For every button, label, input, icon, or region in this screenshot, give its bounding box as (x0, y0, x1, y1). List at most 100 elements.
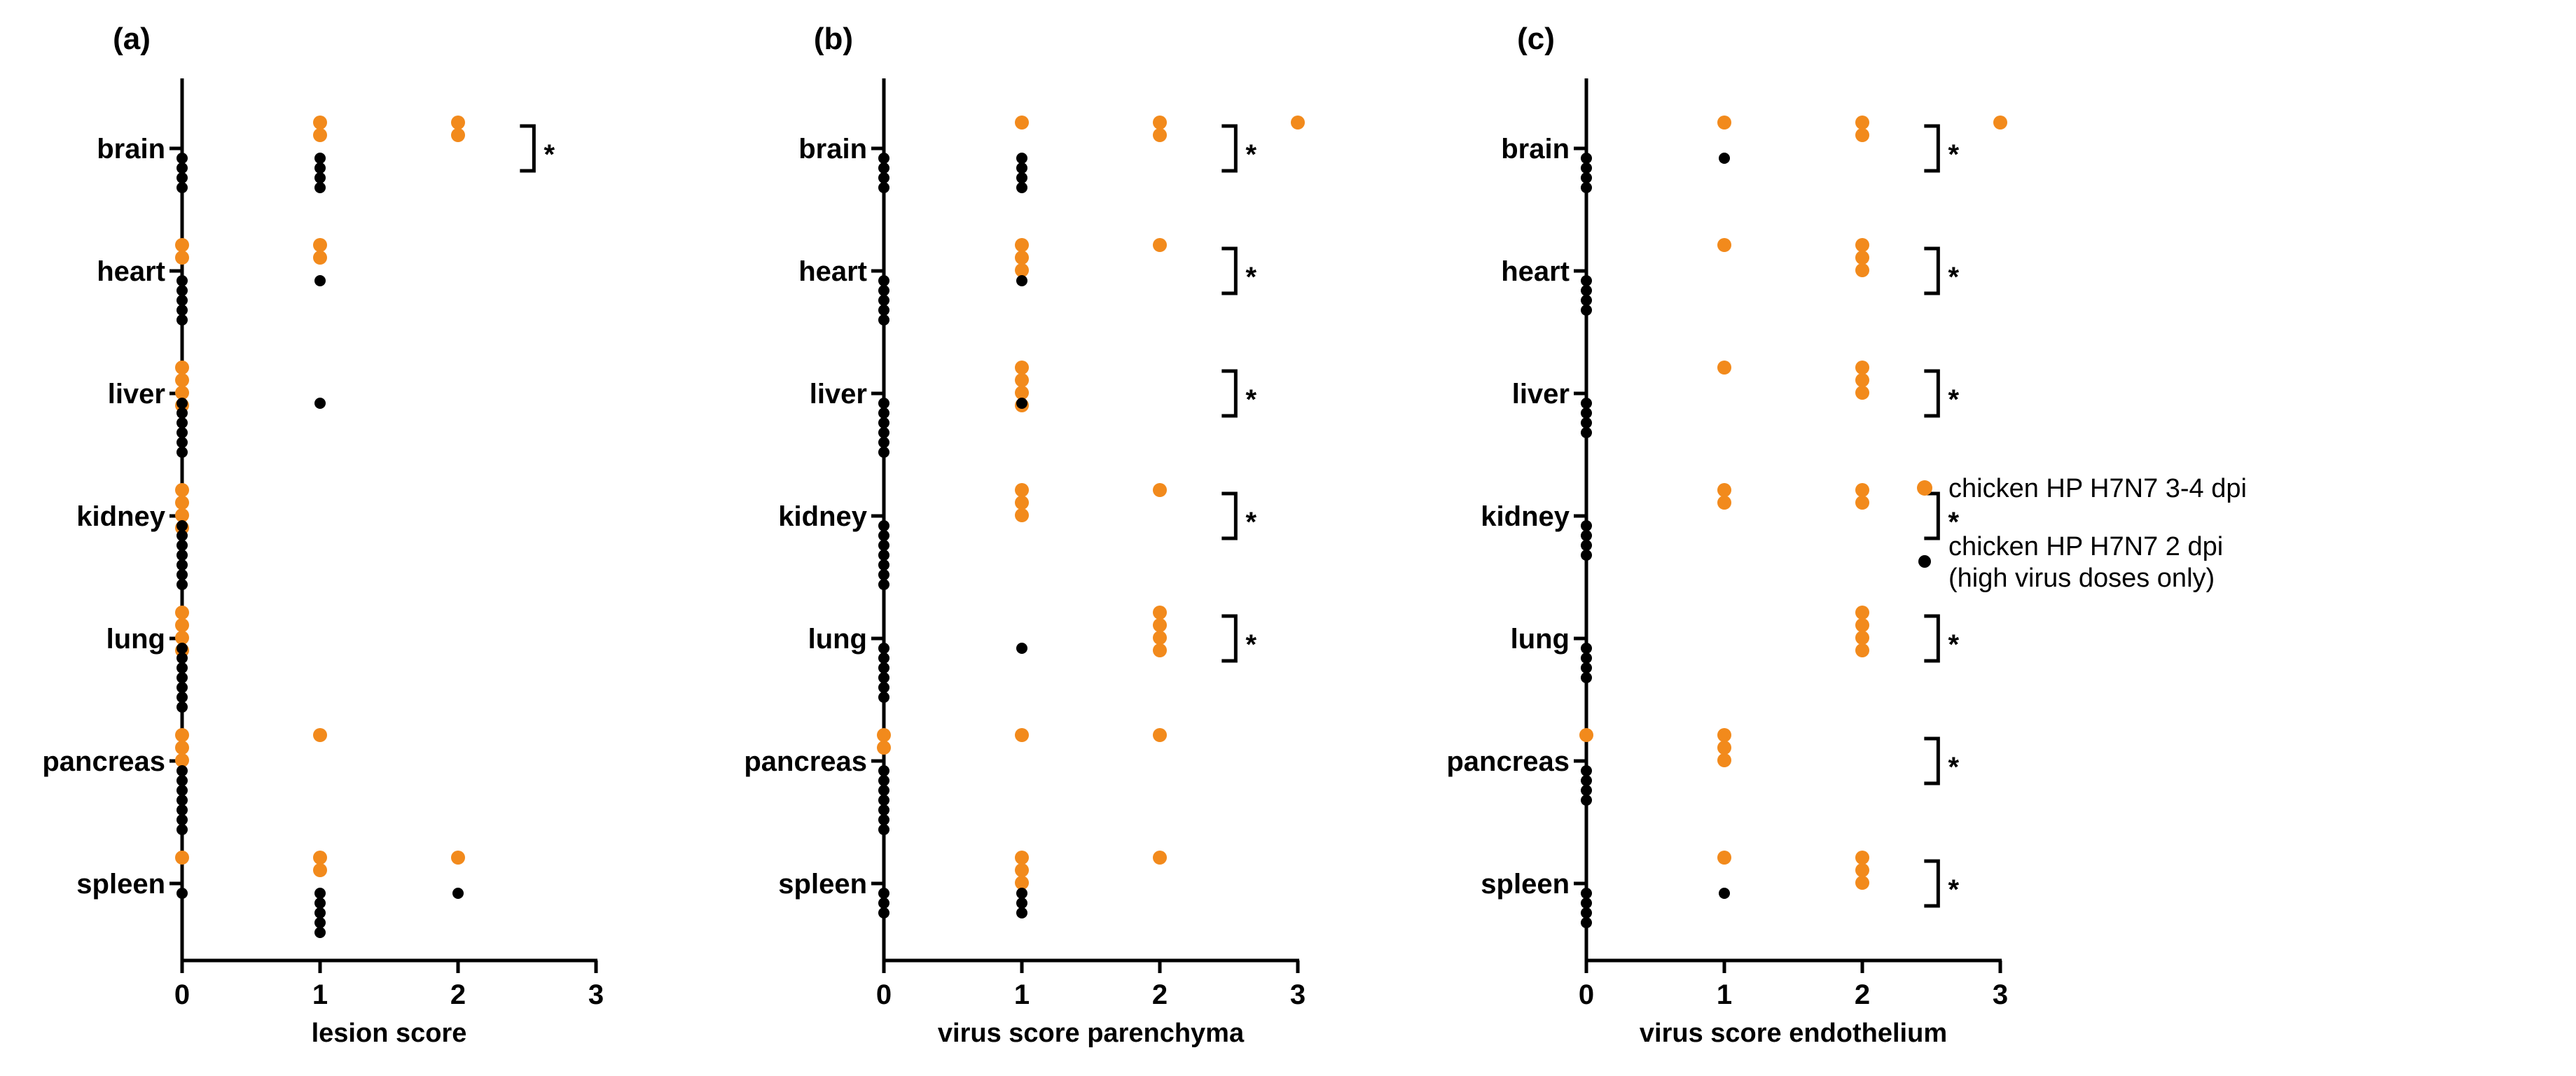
data-point-2dpi (1581, 643, 1592, 654)
significance-bracket (1924, 491, 1940, 540)
x-tick-label: 3 (1290, 979, 1306, 1010)
y-tick-label-heart: heart (1501, 256, 1570, 287)
data-point-3-4dpi (313, 728, 327, 742)
panel-letter: (a) (113, 22, 151, 56)
data-point-2dpi (176, 550, 188, 561)
data-point-2dpi (1581, 172, 1592, 183)
panel-b: (b) 0 1 2 3 virus score parenchyma brain * heart… (744, 22, 1306, 1048)
data-point-2dpi (1581, 888, 1592, 899)
data-point-2dpi (176, 652, 188, 664)
y-tick-label-kidney: kidney (1481, 501, 1570, 532)
y-tick-label-kidney: kidney (778, 501, 867, 532)
data-point-3-4dpi (451, 851, 465, 865)
data-point-3-4dpi (1855, 606, 1869, 620)
panel-letter: (b) (814, 22, 853, 56)
legend-marker-black (1918, 555, 1931, 568)
data-point-3-4dpi (1855, 876, 1869, 890)
x-tick-label: 1 (1717, 979, 1732, 1010)
data-point-2dpi (1016, 153, 1027, 164)
y-tick-label-brain: brain (798, 134, 867, 165)
data-point-2dpi (878, 692, 889, 703)
data-point-3-4dpi (1855, 373, 1869, 387)
data-point-3-4dpi (1717, 851, 1731, 865)
significance-bracket (1221, 246, 1238, 295)
data-point-3-4dpi (313, 863, 327, 877)
data-point-3-4dpi (313, 128, 327, 142)
data-point-2dpi (176, 569, 188, 580)
data-point-2dpi (878, 295, 889, 306)
data-point-2dpi (878, 775, 889, 786)
data-point-3-4dpi (1153, 728, 1167, 742)
data-point-2dpi (176, 888, 188, 899)
data-point-2dpi (878, 550, 889, 561)
significance-star: * (1948, 629, 1960, 660)
data-point-2dpi (1581, 907, 1592, 918)
data-point-3-4dpi (1015, 116, 1029, 130)
significance-star: * (1948, 874, 1960, 905)
data-point-3-4dpi (1717, 361, 1731, 375)
data-point-2dpi (878, 447, 889, 458)
data-point-3-4dpi (1153, 643, 1167, 657)
data-point-3-4dpi (1153, 128, 1167, 142)
data-point-3-4dpi (1015, 483, 1029, 497)
y-tick-label-heart: heart (798, 256, 867, 287)
data-point-2dpi (176, 417, 188, 428)
significance-bracket (1924, 124, 1940, 173)
x-tick-label: 2 (1152, 979, 1168, 1010)
data-point-2dpi (878, 530, 889, 541)
data-point-2dpi (878, 275, 889, 286)
legend-marker-orange (1917, 480, 1932, 496)
significance-star: * (1948, 752, 1960, 783)
data-point-2dpi (1581, 162, 1592, 174)
data-point-3-4dpi (1015, 496, 1029, 510)
data-point-3-4dpi (175, 508, 189, 522)
y-tick-label-spleen: spleen (76, 869, 165, 900)
data-point-2dpi (176, 701, 188, 713)
data-point-2dpi (1016, 398, 1027, 409)
significance-star: * (1948, 507, 1960, 538)
data-point-2dpi (176, 447, 188, 458)
data-point-2dpi (878, 888, 889, 899)
data-point-2dpi (176, 824, 188, 835)
data-point-2dpi (878, 285, 889, 296)
x-tick-label: 0 (174, 979, 190, 1010)
data-point-2dpi (1016, 162, 1027, 174)
data-point-3-4dpi (313, 851, 327, 865)
data-point-2dpi (1016, 643, 1027, 654)
significance-star: * (1246, 139, 1257, 170)
data-point-3-4dpi (1153, 851, 1167, 865)
significance-bracket (1924, 369, 1940, 418)
data-point-2dpi (1016, 907, 1027, 918)
data-point-3-4dpi (1855, 116, 1869, 130)
data-point-2dpi (878, 182, 889, 193)
panels: (a) 0 1 2 3 lesion score brain * heart liver kidne… (42, 22, 2008, 1048)
data-point-3-4dpi (1855, 238, 1869, 252)
data-point-3-4dpi (1855, 128, 1869, 142)
data-point-2dpi (878, 314, 889, 326)
x-axis-title: virus score endothelium (1640, 1019, 1947, 1048)
significance-star: * (1246, 262, 1257, 293)
data-point-3-4dpi (1015, 263, 1029, 277)
legend: chicken HP H7N7 3-4 dpi chicken HP H7N7 … (1917, 474, 2247, 593)
data-point-3-4dpi (175, 361, 189, 375)
data-point-2dpi (878, 569, 889, 580)
y-tick-label-brain: brain (97, 134, 165, 165)
data-point-3-4dpi (1015, 508, 1029, 522)
data-point-2dpi (1016, 275, 1027, 286)
data-point-3-4dpi (877, 741, 891, 755)
data-point-3-4dpi (175, 386, 189, 400)
data-point-2dpi (878, 907, 889, 918)
data-point-2dpi (176, 785, 188, 796)
data-point-2dpi (314, 398, 326, 409)
data-point-2dpi (176, 520, 188, 531)
data-point-2dpi (1581, 775, 1592, 786)
data-point-3-4dpi (1015, 851, 1029, 865)
data-point-2dpi (1581, 275, 1592, 286)
legend-sublabel-black: (high virus doses only) (1948, 564, 2215, 593)
data-point-3-4dpi (451, 128, 465, 142)
data-point-2dpi (1581, 530, 1592, 541)
data-point-2dpi (1581, 182, 1592, 193)
data-point-2dpi (1581, 398, 1592, 409)
data-point-2dpi (1581, 672, 1592, 683)
data-point-3-4dpi (175, 373, 189, 387)
